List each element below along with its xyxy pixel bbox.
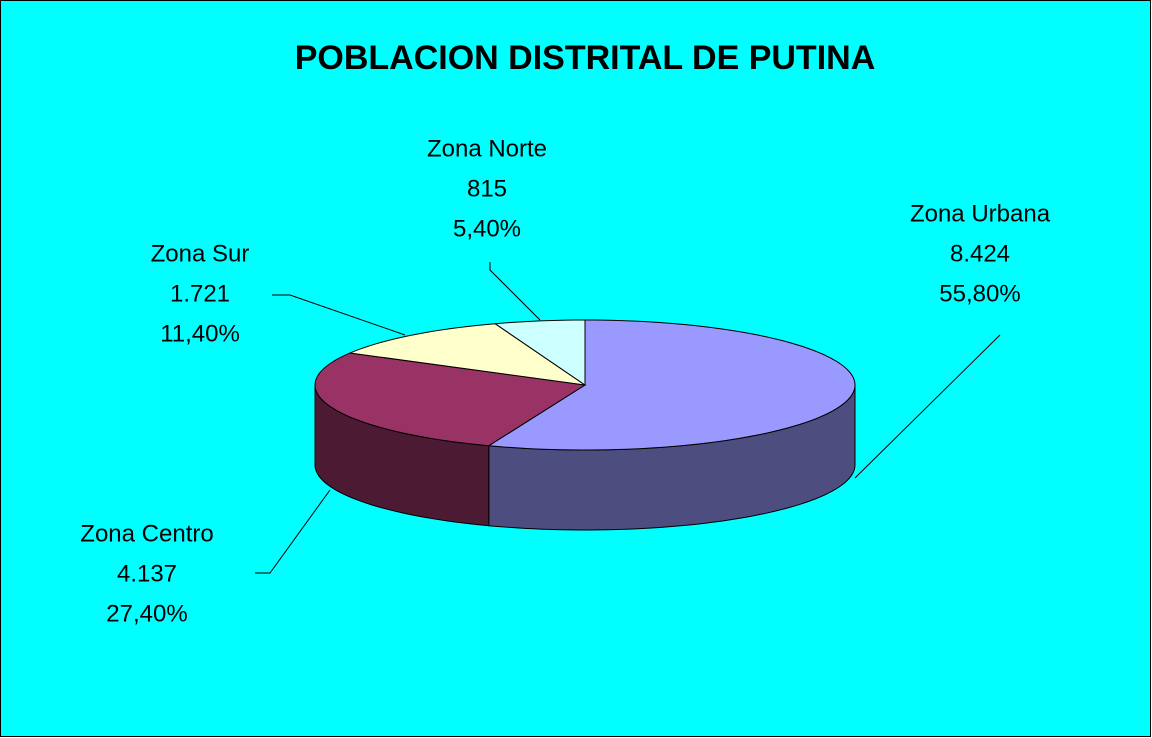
leader-line	[489, 262, 541, 321]
slice	[487, 319, 856, 451]
slice	[493, 319, 586, 386]
label-percent: 27,40%	[106, 600, 187, 627]
leader-line	[854, 334, 1001, 479]
leader-line	[255, 489, 331, 574]
label-value: 1.721	[170, 280, 230, 307]
label-value: 4.137	[117, 560, 177, 587]
label-name: Zona Sur	[151, 240, 250, 267]
chart-title: POBLACION DISTRITAL DE PUTINA	[295, 39, 876, 77]
leader-line	[272, 294, 406, 336]
label-name: Zona Norte	[427, 135, 547, 162]
slice	[348, 323, 586, 386]
label-percent: 11,40%	[160, 320, 240, 347]
label-percent: 5,40%	[453, 215, 521, 242]
label-name: Zona Urbana	[910, 200, 1051, 227]
label-name: Zona Centro	[80, 520, 213, 547]
label-percent: 55,80%	[939, 280, 1020, 307]
label-value: 815	[467, 175, 507, 202]
label-value: 8.424	[950, 240, 1010, 267]
